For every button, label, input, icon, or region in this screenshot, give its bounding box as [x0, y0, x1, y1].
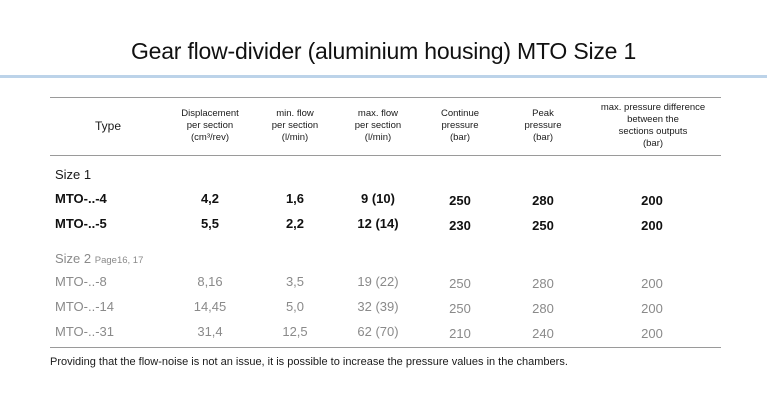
size1-row1-max-diff: 200 [641, 193, 663, 208]
size1-row1-type: MTO-..-4 [55, 191, 107, 206]
header-line: (l/min) [364, 132, 392, 143]
size1-label: Size 1 [55, 167, 92, 182]
size1-row2-max-diff: 200 [641, 218, 663, 233]
size2-row2-continue: 250 [449, 301, 471, 316]
header-line: (bar) [642, 138, 664, 149]
header-line: (bar) [532, 132, 554, 143]
header-displacement: Displacement per section (cm³/rev) [165, 96, 255, 156]
size2-row2-min-flow: 5,0 [285, 299, 305, 314]
header-line: pressure [524, 120, 562, 131]
size2-row3-min-flow: 12,5 [282, 324, 308, 339]
size2-page-ref: Page16, 17 [94, 255, 144, 266]
size1-row1-min-flow: 1,6 [285, 191, 305, 206]
header-line: max. pressure difference [600, 102, 706, 113]
size1-row1-max-flow: 9 (10) [361, 191, 395, 206]
header-line: Displacement [181, 108, 239, 119]
size2-row2-max-flow: 32 (39) [357, 299, 399, 314]
header-line: between the [627, 114, 679, 125]
header-max-flow: max. flow per section (l/min) [338, 96, 418, 156]
header-line: pressure [441, 120, 479, 131]
size1-row2-displacement: 5,5 [200, 216, 220, 231]
size2-row1-type: MTO-..-8 [55, 274, 107, 289]
size2-row2-type: MTO-..-14 [55, 299, 114, 314]
size2-row1-min-flow: 3,5 [285, 274, 305, 289]
size2-row1-max-flow: 19 (22) [357, 274, 399, 289]
header-line: Peak [532, 108, 554, 119]
header-line: per section [186, 120, 234, 131]
size2-row3-max-flow: 62 (70) [357, 324, 399, 339]
header-min-flow: min. flow per section (l/min) [255, 96, 335, 156]
header-bottom-rule [50, 155, 721, 156]
size1-row2-continue: 230 [449, 218, 471, 233]
size2-label-text: Size 2 [55, 251, 92, 266]
size2-row3-type: MTO-..-31 [55, 324, 114, 339]
size2-row1-continue: 250 [449, 276, 471, 291]
size1-row2-min-flow: 2,2 [285, 216, 305, 231]
header-line: min. flow [276, 108, 314, 119]
size2-row2-displacement: 14,45 [193, 299, 227, 314]
header-line: per section [271, 120, 319, 131]
footnote: Providing that the flow-noise is not an … [50, 356, 568, 368]
size2-label: Size 2 Page16, 17 [55, 251, 143, 266]
header-line: max. flow [357, 108, 399, 119]
header-continue-pressure: Continue pressure (bar) [425, 96, 495, 156]
size2-row2-max-diff: 200 [641, 301, 663, 316]
size1-row1-displacement: 4,2 [200, 191, 220, 206]
header-line: sections outputs [618, 126, 688, 137]
header-max-pressure-diff: max. pressure difference between the sec… [588, 96, 718, 156]
table-bottom-rule [50, 347, 721, 348]
title-divider [0, 75, 767, 78]
size1-row1-peak: 280 [532, 193, 554, 208]
size2-row3-peak: 240 [532, 326, 554, 341]
size2-row1-max-diff: 200 [641, 276, 663, 291]
header-line: (bar) [449, 132, 471, 143]
size2-row3-displacement: 31,4 [197, 324, 223, 339]
size1-row2-type: MTO-..-5 [55, 216, 107, 231]
size2-row2-peak: 280 [532, 301, 554, 316]
header-type: Type [95, 119, 122, 133]
header-peak-pressure: Peak pressure (bar) [508, 96, 578, 156]
page-title: Gear flow-divider (aluminium housing) MT… [130, 38, 637, 64]
header-line: (cm³/rev) [191, 132, 229, 143]
header-line: (l/min) [281, 132, 309, 143]
size1-row2-peak: 250 [532, 218, 554, 233]
header-line: per section [354, 120, 402, 131]
size1-row1-continue: 250 [449, 193, 471, 208]
size2-row1-displacement: 8,16 [197, 274, 223, 289]
header-line: Continue [440, 108, 480, 119]
size1-row2-max-flow: 12 (14) [357, 216, 399, 231]
size2-row3-max-diff: 200 [641, 326, 663, 341]
table-top-rule [50, 97, 721, 98]
size2-row1-peak: 280 [532, 276, 554, 291]
size2-row3-continue: 210 [449, 326, 471, 341]
